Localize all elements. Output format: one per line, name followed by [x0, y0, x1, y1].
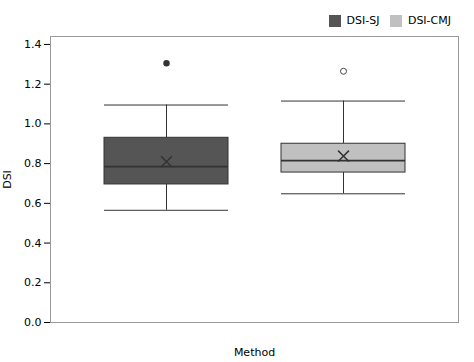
svg-text:0.2: 0.2: [24, 276, 42, 289]
svg-text:DSI: DSI: [1, 170, 14, 189]
html-text:DSI-SJ: DSI-SJ: [346, 14, 380, 27]
svg-text:Method: Method: [234, 346, 275, 359]
svg-text:1.0: 1.0: [24, 117, 42, 130]
svg-text:0.4: 0.4: [24, 237, 42, 250]
svg-text:1.4: 1.4: [24, 38, 42, 51]
svg-text:0.6: 0.6: [24, 197, 42, 210]
html-text:DSI-CMJ: DSI-CMJ: [407, 14, 451, 27]
svg-text:0.0: 0.0: [24, 316, 42, 329]
svg-text:1.2: 1.2: [24, 78, 42, 91]
svg-text:0.8: 0.8: [24, 157, 42, 170]
